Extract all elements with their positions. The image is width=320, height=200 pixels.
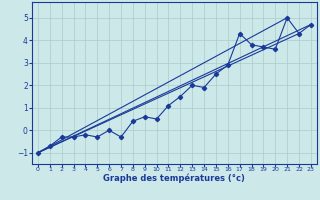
X-axis label: Graphe des températures (°c): Graphe des températures (°c) <box>103 174 245 183</box>
